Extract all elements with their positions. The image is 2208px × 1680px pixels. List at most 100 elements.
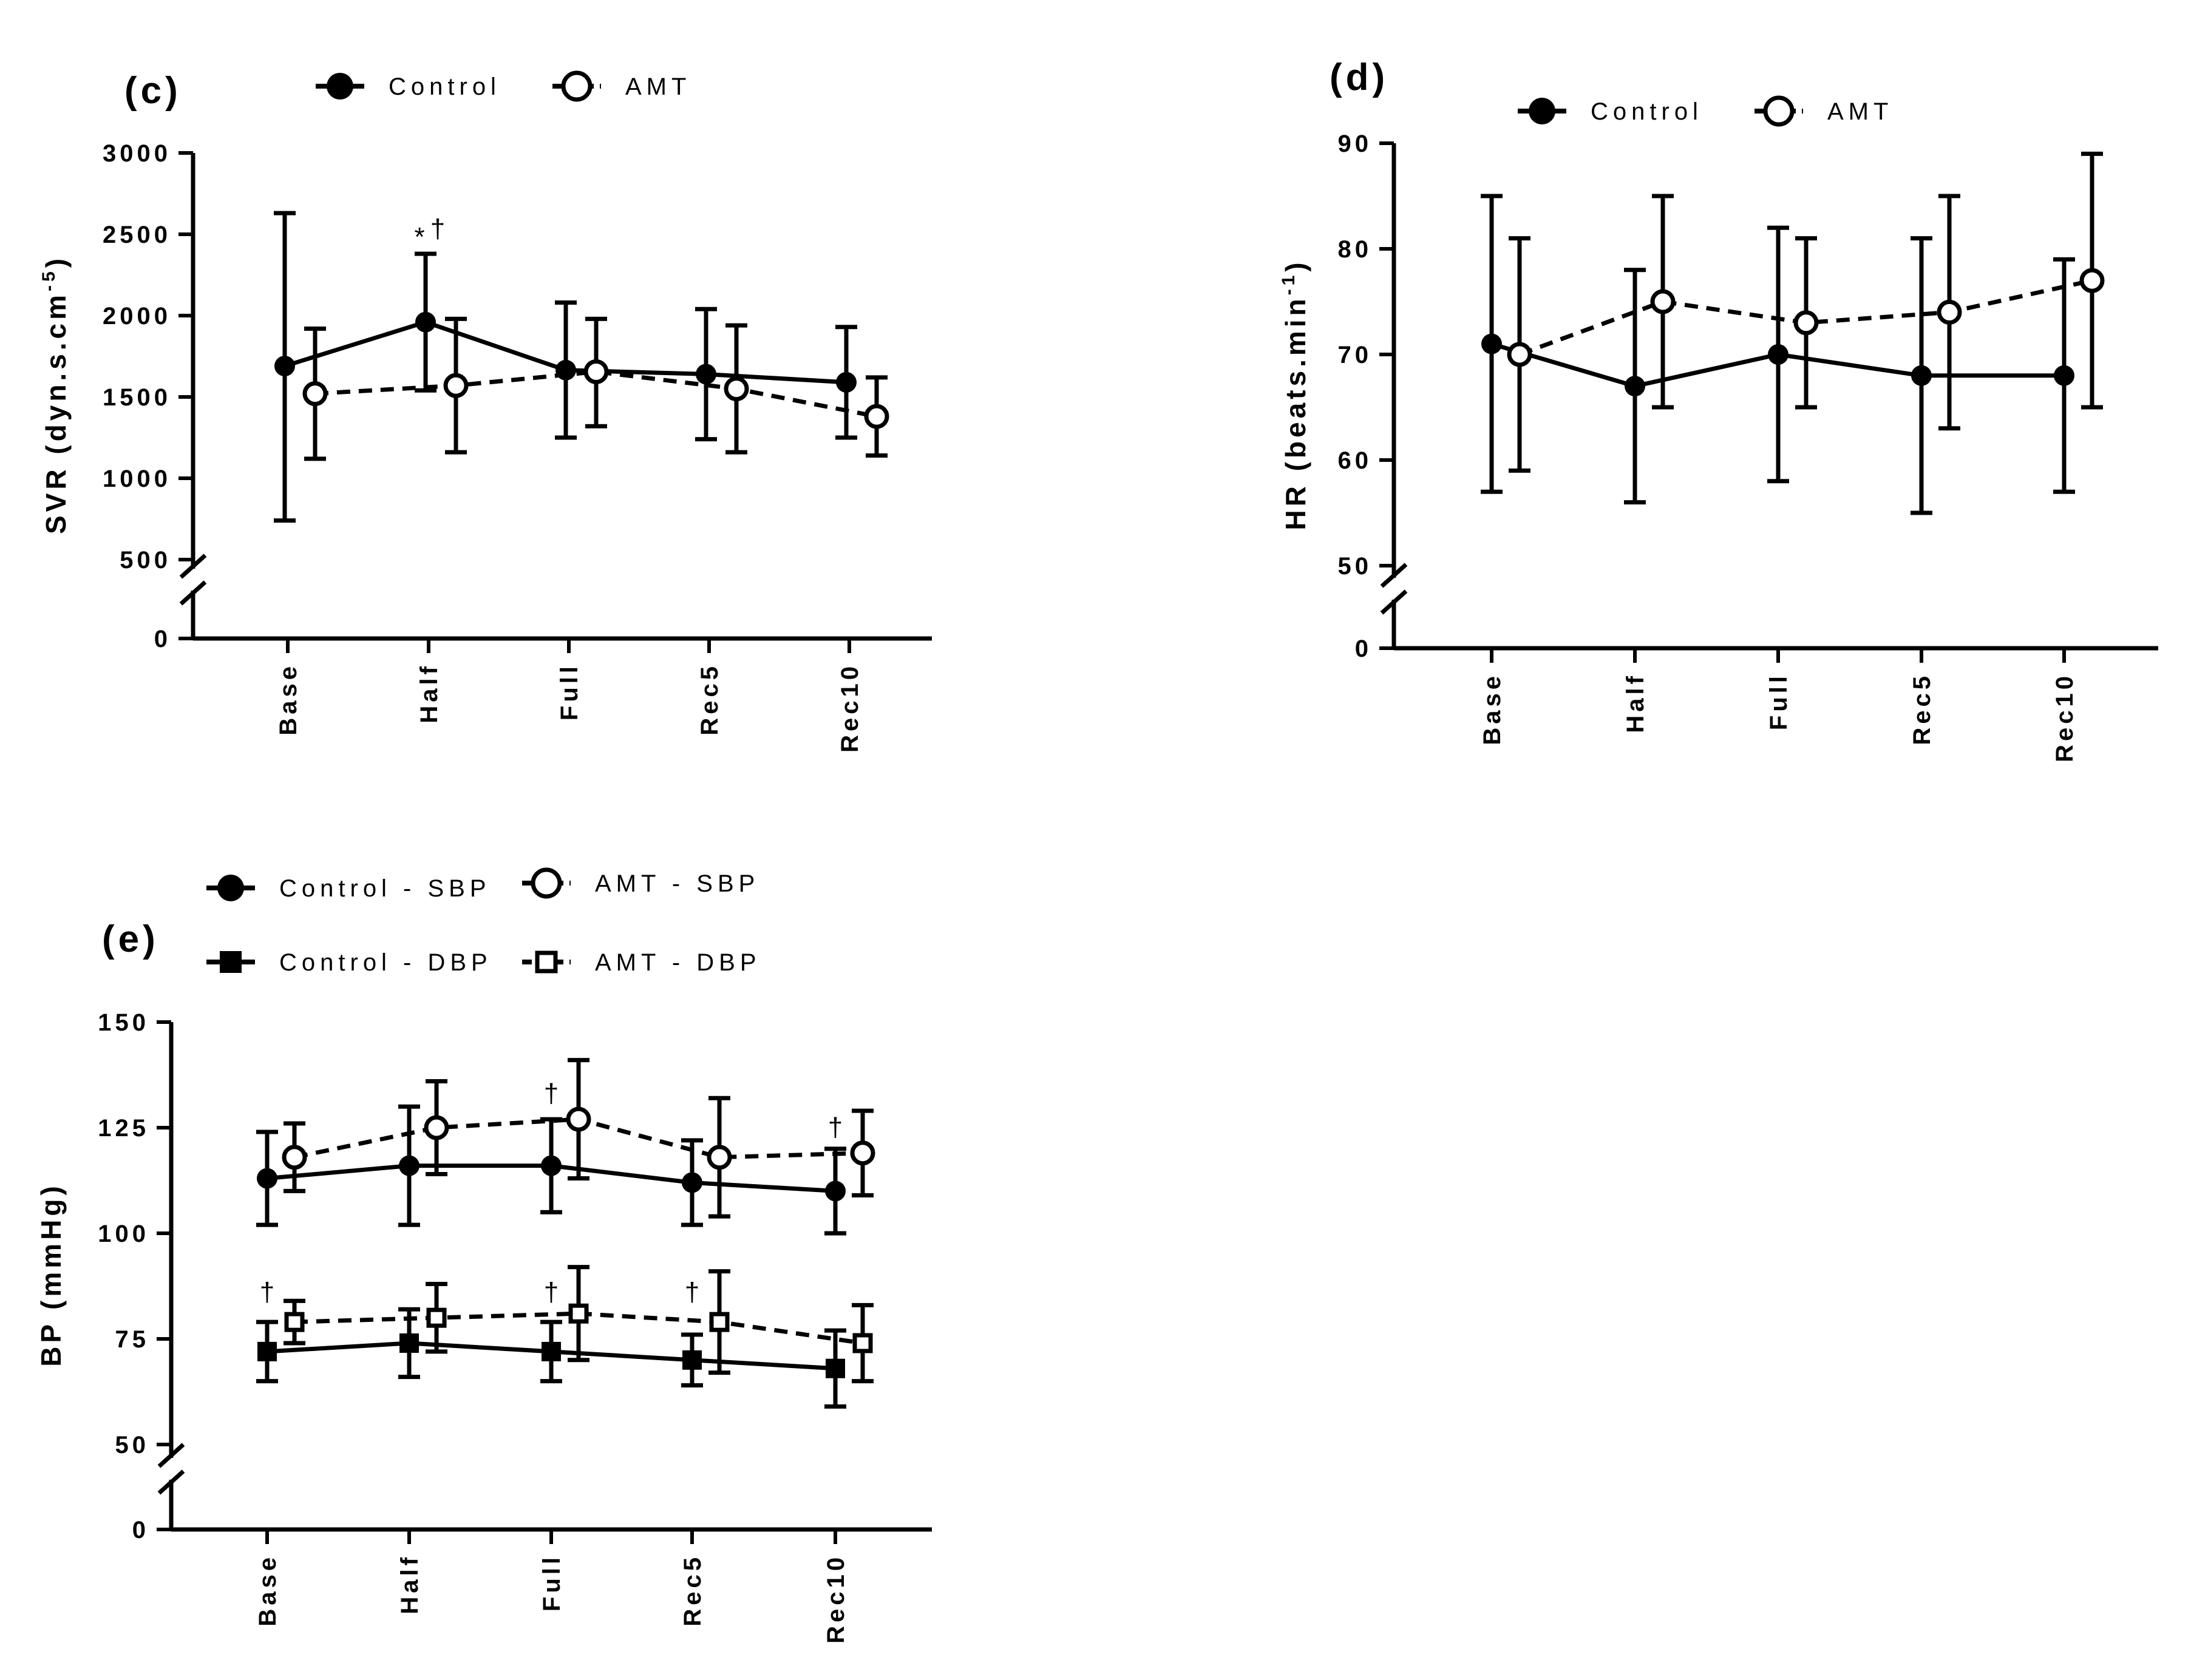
x-tick-label-rec5: Rec5 bbox=[1909, 672, 1935, 745]
legend-item-amt: AMT bbox=[552, 70, 691, 102]
y-tick-label: 100 bbox=[98, 1221, 149, 1247]
legend: Control AMT bbox=[1518, 95, 1888, 127]
series-control bbox=[1481, 194, 2075, 515]
data-point bbox=[257, 1341, 277, 1361]
panel-label: (e) bbox=[102, 918, 159, 960]
data-point bbox=[399, 1155, 420, 1176]
series-amt bbox=[1507, 151, 2105, 473]
significance-mark: † bbox=[544, 1277, 559, 1307]
x-tick-label-base: Base bbox=[254, 1554, 281, 1627]
data-point bbox=[696, 364, 716, 385]
y-tick-label: 70 bbox=[1338, 342, 1373, 368]
legend-label: AMT bbox=[625, 73, 691, 100]
y-axis-title: SVR (dyn.s.cm-5) bbox=[39, 255, 72, 534]
data-point bbox=[724, 376, 749, 402]
legend-item-amt-dbp: AMT - DBP bbox=[522, 949, 756, 976]
data-point bbox=[399, 1333, 419, 1353]
y-tick-label: 1000 bbox=[103, 466, 171, 492]
y-tick-label: 3000 bbox=[103, 140, 171, 167]
data-point bbox=[424, 1115, 449, 1140]
series-amt-dbp bbox=[284, 1265, 874, 1384]
data-point bbox=[274, 356, 295, 377]
legend-marker bbox=[561, 70, 593, 102]
legend-marker bbox=[531, 867, 562, 899]
data-point bbox=[426, 1307, 447, 1328]
data-point bbox=[541, 1155, 562, 1176]
data-point bbox=[542, 1341, 561, 1361]
axis-break-mark bbox=[157, 1443, 185, 1468]
data-point bbox=[1650, 289, 1676, 314]
data-point bbox=[825, 1180, 846, 1202]
y-tick-label: 2500 bbox=[103, 222, 171, 248]
axis-break-mark bbox=[1380, 563, 1408, 588]
legend-label: AMT - SBP bbox=[595, 870, 759, 897]
data-point bbox=[1911, 365, 1932, 386]
significance-mark: * bbox=[414, 222, 424, 252]
series-control-sbp bbox=[256, 1104, 846, 1236]
data-point bbox=[864, 404, 889, 429]
x-tick-label-full: Full bbox=[556, 663, 583, 720]
data-point bbox=[257, 1168, 277, 1189]
x-tick-label-half: Half bbox=[416, 663, 443, 723]
data-point bbox=[302, 381, 328, 407]
data-point bbox=[682, 1350, 702, 1370]
x-tick-label-half: Half bbox=[1622, 672, 1649, 733]
legend-item-control-dbp: Control - DBP bbox=[206, 949, 487, 976]
x-tick-label-rec10: Rec10 bbox=[2051, 672, 2078, 762]
panel-e: (e) 50 75 100 125 150 0 Base Half Full Rec5 Rec10 BP… bbox=[35, 867, 932, 1644]
legend: Control - SBP AMT - SBP Control - DBP AMT -… bbox=[206, 867, 759, 976]
y-tick-label-zero: 0 bbox=[154, 626, 171, 652]
legend-marker bbox=[217, 875, 244, 901]
data-point bbox=[1768, 344, 1788, 365]
y-tick-label: 125 bbox=[98, 1115, 149, 1142]
data-point bbox=[568, 1303, 589, 1324]
y-tick-label: 80 bbox=[1338, 236, 1373, 263]
panel-label: (d) bbox=[1330, 56, 1388, 98]
significance-mark: † bbox=[544, 1079, 559, 1108]
axis-break-mark bbox=[157, 1469, 185, 1495]
data-point bbox=[284, 1312, 305, 1332]
y-tick-label: 90 bbox=[1338, 130, 1373, 157]
x-tick-label-rec10: Rec10 bbox=[823, 1554, 849, 1644]
data-point bbox=[836, 371, 857, 393]
legend-item-control: Control bbox=[316, 73, 496, 100]
x-tick-label-full: Full bbox=[538, 1554, 565, 1611]
y-tick-label: 50 bbox=[1338, 553, 1373, 580]
y-tick-label: 75 bbox=[115, 1326, 150, 1353]
data-point bbox=[443, 373, 469, 398]
data-point bbox=[852, 1333, 873, 1353]
legend: Control AMT bbox=[316, 70, 691, 102]
legend-marker bbox=[327, 73, 353, 100]
series-control bbox=[274, 211, 857, 523]
data-point bbox=[826, 1358, 845, 1378]
significance-mark: † bbox=[430, 214, 445, 243]
data-point bbox=[1507, 342, 1532, 367]
significance-mark: † bbox=[260, 1277, 274, 1307]
y-tick-label: 2000 bbox=[103, 303, 171, 330]
y-tick-label: 1500 bbox=[103, 384, 171, 411]
panel-d: (d) 50 60 70 80 90 0 Base Half Full Rec5 Rec10 HR (b… bbox=[1279, 56, 2158, 762]
data-point bbox=[282, 1145, 307, 1170]
axis-break-mark bbox=[179, 580, 207, 606]
data-point bbox=[2079, 268, 2105, 293]
data-point bbox=[1481, 333, 1502, 354]
legend-marker bbox=[220, 951, 242, 973]
legend-marker bbox=[535, 950, 558, 974]
x-tick-label-half: Half bbox=[396, 1554, 423, 1614]
legend-label: Control bbox=[1591, 98, 1703, 125]
legend-item-control-sbp: Control - SBP bbox=[206, 875, 486, 902]
x-tick-label-base: Base bbox=[275, 663, 302, 736]
panel-label: (c) bbox=[124, 70, 182, 112]
x-tick-label-base: Base bbox=[1479, 672, 1506, 745]
x-tick-label-rec5: Rec5 bbox=[696, 663, 723, 736]
y-tick-label: 500 bbox=[120, 547, 171, 574]
series-amt-sbp bbox=[282, 1058, 875, 1219]
panel-c: (c) 500 1000 1500 2000 2500 3000 0 Base Half Full R… bbox=[39, 70, 932, 753]
y-tick-label-zero: 0 bbox=[132, 1517, 149, 1543]
data-point bbox=[566, 1106, 591, 1132]
y-tick-label: 60 bbox=[1338, 447, 1373, 474]
legend-marker bbox=[1763, 95, 1795, 127]
axis-break-mark bbox=[1380, 589, 1408, 615]
legend-marker bbox=[1529, 98, 1555, 124]
